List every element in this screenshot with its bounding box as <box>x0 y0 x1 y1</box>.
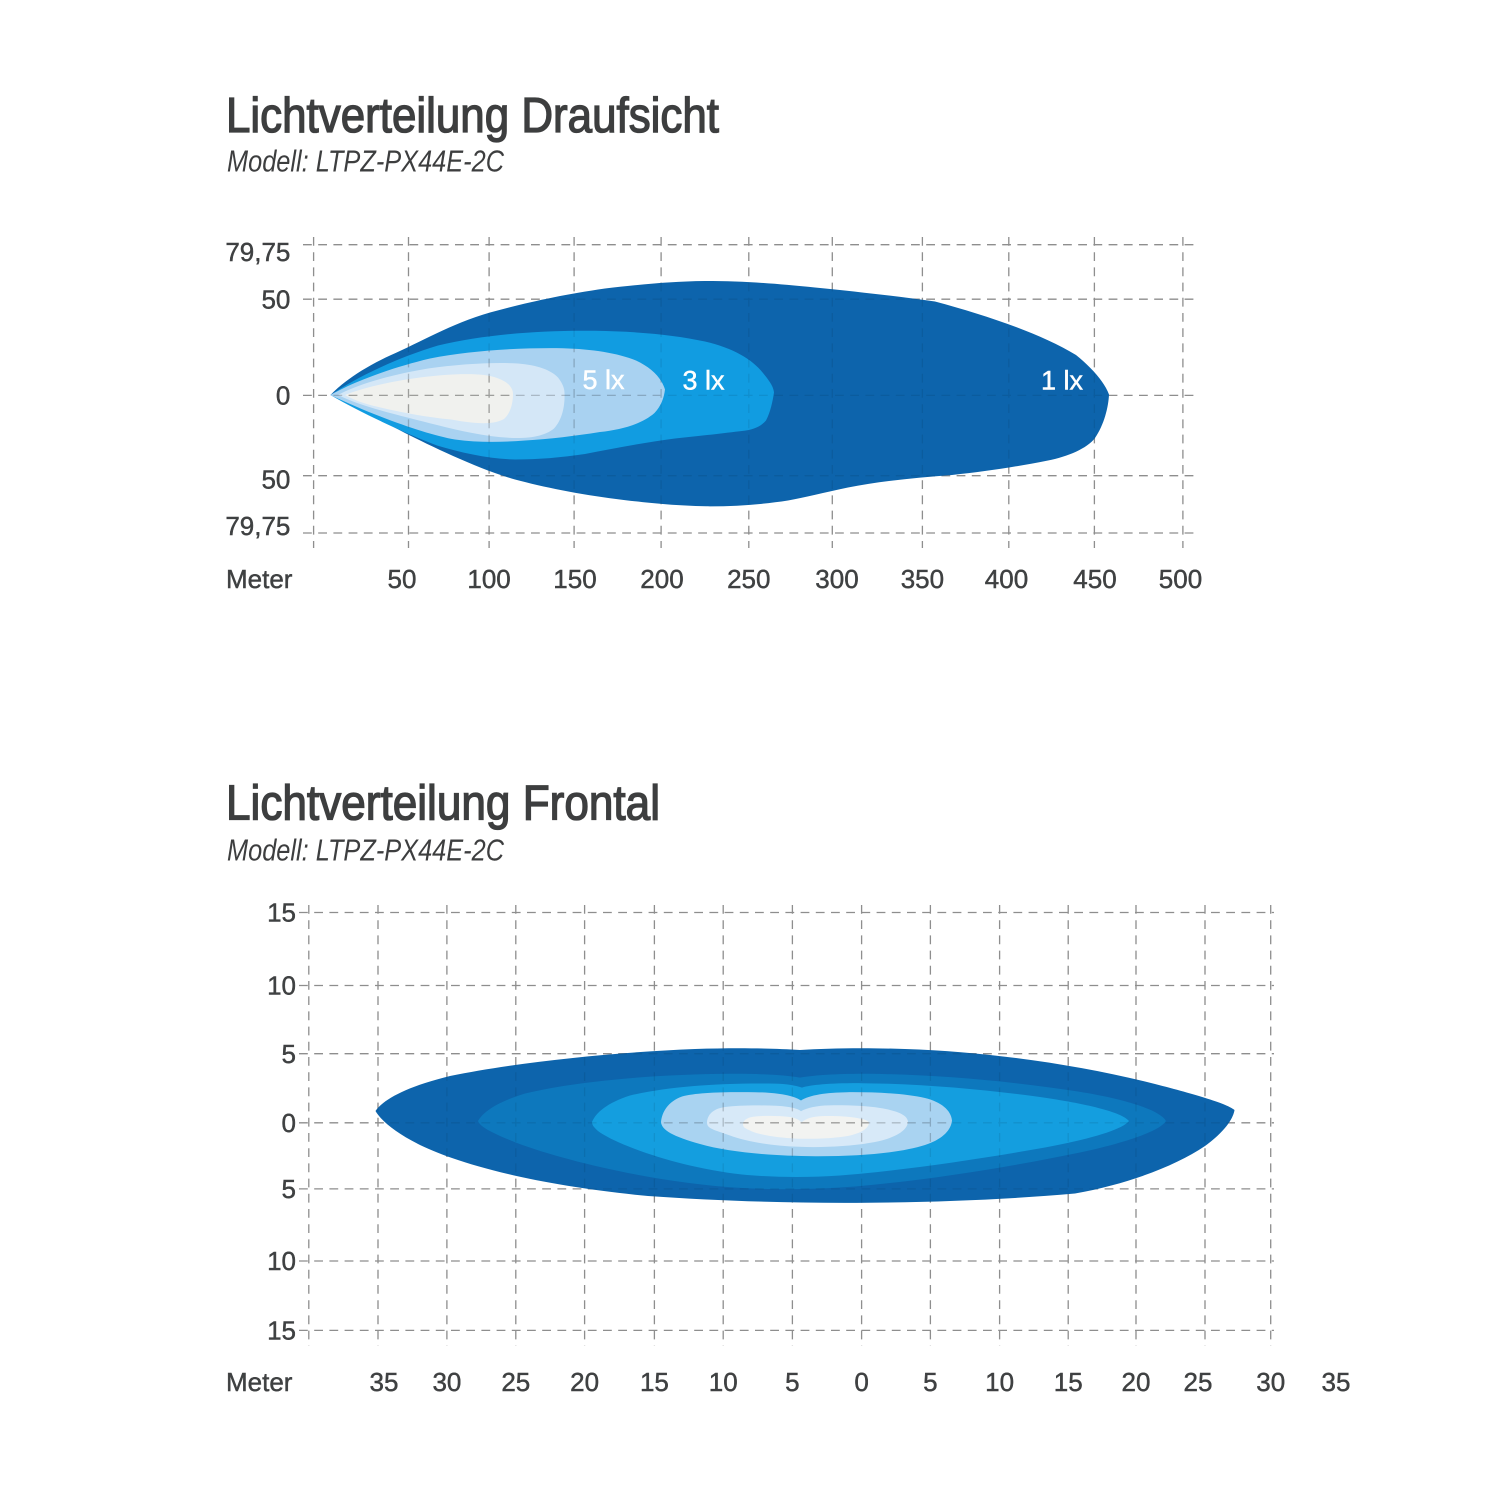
svg-text:50: 50 <box>388 564 417 594</box>
svg-text:5 lx: 5 lx <box>582 365 625 395</box>
svg-text:25: 25 <box>1184 1367 1213 1397</box>
svg-text:150: 150 <box>553 564 596 594</box>
svg-text:10: 10 <box>267 971 296 1001</box>
svg-text:10: 10 <box>709 1367 738 1397</box>
svg-text:15: 15 <box>267 898 296 928</box>
svg-text:15: 15 <box>640 1367 669 1397</box>
svg-text:5: 5 <box>785 1367 799 1397</box>
svg-text:500: 500 <box>1159 564 1202 594</box>
svg-text:450: 450 <box>1073 564 1116 594</box>
svg-text:350: 350 <box>901 564 944 594</box>
svg-text:50: 50 <box>261 284 290 314</box>
svg-text:35: 35 <box>1322 1367 1351 1397</box>
svg-text:30: 30 <box>432 1367 461 1397</box>
svg-text:5: 5 <box>923 1367 937 1397</box>
svg-text:10: 10 <box>267 1246 296 1276</box>
svg-text:79,75: 79,75 <box>225 237 290 267</box>
svg-text:200: 200 <box>640 564 683 594</box>
svg-text:300: 300 <box>815 564 858 594</box>
svg-text:Modell: LTPZ-PX44E-2C: Modell: LTPZ-PX44E-2C <box>227 143 504 178</box>
svg-text:25: 25 <box>501 1367 530 1397</box>
svg-text:5: 5 <box>282 1039 296 1069</box>
svg-text:100: 100 <box>467 564 510 594</box>
svg-text:35: 35 <box>370 1367 399 1397</box>
svg-text:0: 0 <box>854 1367 868 1397</box>
svg-text:79,75: 79,75 <box>225 511 290 541</box>
svg-text:0: 0 <box>282 1108 296 1138</box>
svg-text:1 lx: 1 lx <box>1041 366 1084 396</box>
svg-text:20: 20 <box>1122 1367 1151 1397</box>
svg-text:3 lx: 3 lx <box>682 366 725 396</box>
svg-text:250: 250 <box>727 564 770 594</box>
svg-text:400: 400 <box>985 564 1028 594</box>
svg-text:0: 0 <box>276 381 290 411</box>
svg-text:Lichtverteilung Frontal: Lichtverteilung Frontal <box>226 777 660 831</box>
svg-text:20: 20 <box>570 1367 599 1397</box>
svg-text:30: 30 <box>1256 1367 1285 1397</box>
svg-text:50: 50 <box>261 464 290 494</box>
svg-text:10: 10 <box>985 1367 1014 1397</box>
svg-text:5: 5 <box>282 1174 296 1204</box>
svg-text:Meter: Meter <box>226 1367 293 1397</box>
svg-text:15: 15 <box>1054 1367 1083 1397</box>
svg-text:Modell: LTPZ-PX44E-2C: Modell: LTPZ-PX44E-2C <box>227 833 504 868</box>
svg-text:15: 15 <box>267 1316 296 1346</box>
svg-text:Meter: Meter <box>226 564 293 594</box>
svg-text:Lichtverteilung Draufsicht: Lichtverteilung Draufsicht <box>226 89 719 143</box>
